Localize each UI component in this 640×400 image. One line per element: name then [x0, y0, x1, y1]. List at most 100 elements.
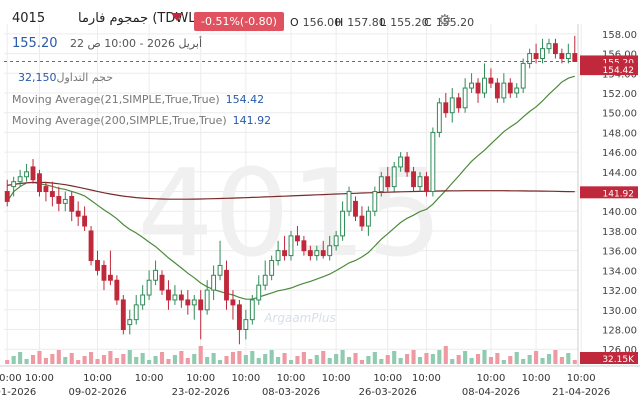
- candle-body: [301, 240, 307, 252]
- candle-body: [256, 284, 262, 301]
- volume-bar: [469, 358, 474, 364]
- volume-bar: [514, 352, 519, 364]
- change-badge: -0.51%(-0.80): [194, 12, 284, 31]
- volume-bar: [237, 351, 242, 364]
- candle-body: [424, 176, 429, 193]
- volume-legend: حجم التداول32,150: [18, 71, 114, 84]
- y-tick-label: 126.00: [602, 345, 637, 356]
- volume-bar: [379, 359, 384, 364]
- volume-bar: [475, 354, 481, 364]
- candle-body: [133, 304, 139, 321]
- volume-bar: [559, 357, 564, 364]
- volume-bar: [185, 358, 190, 364]
- volume-bar: [50, 354, 55, 364]
- volume-bar: [553, 350, 558, 364]
- candle-body: [314, 250, 320, 257]
- candle-body: [488, 77, 494, 84]
- volume-bar: [456, 355, 461, 364]
- candle-body: [320, 250, 326, 257]
- y-tick-label: 132.00: [602, 286, 637, 297]
- candle-body: [114, 279, 120, 301]
- volume-tag-bg: [580, 352, 638, 364]
- volume-bar: [482, 350, 487, 364]
- volume-bar: [430, 354, 435, 364]
- candle-body: [75, 210, 81, 217]
- candle-body: [4, 191, 10, 202]
- ma200-tag: 141.92: [603, 189, 635, 199]
- volume-bar: [101, 355, 107, 364]
- last-price: 155.20: [12, 36, 58, 51]
- volume-bar: [572, 360, 577, 364]
- volume-bar: [450, 359, 455, 364]
- volume-bar: [166, 359, 171, 364]
- candle-body: [378, 176, 384, 193]
- volume-bar: [501, 360, 506, 364]
- candle-body: [37, 173, 42, 193]
- watermark-symbol: 4015: [137, 145, 442, 284]
- y-tick-label: 130.00: [602, 306, 637, 317]
- candle-body: [443, 102, 449, 114]
- gear-icon[interactable]: ⚙: [438, 11, 452, 29]
- volume-bar: [327, 358, 332, 364]
- candle-body: [88, 230, 94, 262]
- volume-bar: [250, 351, 255, 364]
- volume-bar: [463, 351, 468, 364]
- candle-body: [469, 82, 475, 89]
- volume-bar: [76, 360, 81, 364]
- candle-body: [346, 191, 352, 212]
- volume-bar: [308, 359, 313, 364]
- candle-body: [140, 294, 146, 306]
- y-tick-label: 156.00: [602, 50, 637, 61]
- candle-body: [49, 191, 55, 197]
- x-tick-date: 08-04-2026: [462, 387, 520, 398]
- candle-body: [372, 191, 378, 212]
- x-tick-time: 10:00: [25, 373, 54, 384]
- volume-bar: [282, 353, 287, 364]
- candle-body: [411, 171, 416, 188]
- y-tick-label: 150.00: [602, 109, 637, 120]
- ohlc-low: L 155.20: [380, 16, 429, 29]
- candle-body: [107, 274, 113, 281]
- x-tick-date: 26-03-2026: [359, 387, 417, 398]
- watermark-brand: ArgaamPlus: [263, 311, 336, 325]
- volume-bar: [372, 352, 377, 364]
- volume-bar: [140, 353, 145, 364]
- volume-bar: [127, 350, 132, 364]
- symbol-code: 4015: [12, 11, 46, 26]
- x-tick-time: 10:00: [567, 373, 596, 384]
- volume-bar: [134, 357, 139, 364]
- volume-bar: [5, 360, 10, 364]
- x-tick-date: 23-02-2026: [172, 387, 230, 398]
- volume-bar: [334, 354, 339, 364]
- volume-bar: [321, 351, 326, 364]
- candle-body: [230, 299, 236, 306]
- x-tick-time: 10:00: [83, 373, 112, 384]
- volume-bar: [353, 353, 358, 364]
- volume-bar: [217, 360, 223, 364]
- candle-body: [540, 48, 545, 59]
- ma200-tag-bg: [580, 186, 638, 199]
- volume-bar: [392, 351, 397, 364]
- candle-body: [572, 53, 578, 62]
- candle-body: [404, 156, 410, 173]
- candle-body: [359, 215, 365, 227]
- volume-bar: [366, 356, 371, 364]
- candle-body: [224, 269, 229, 301]
- candle-body: [275, 250, 281, 262]
- candle-body: [494, 82, 500, 99]
- candle-body: [204, 289, 210, 311]
- volume-bar: [346, 357, 352, 364]
- candle-body: [520, 62, 526, 89]
- y-tick-label: 140.00: [602, 207, 637, 218]
- candle-body: [178, 294, 184, 301]
- y-tick-label: 128.00: [602, 326, 637, 337]
- y-tick-label: 148.00: [602, 128, 637, 139]
- volume-bar: [198, 346, 203, 364]
- volume-bar: [256, 358, 261, 364]
- candle-body: [159, 274, 165, 291]
- volume-bar: [43, 358, 48, 364]
- volume-bar: [159, 352, 165, 364]
- candle-body: [249, 299, 255, 321]
- candle-body: [43, 186, 49, 193]
